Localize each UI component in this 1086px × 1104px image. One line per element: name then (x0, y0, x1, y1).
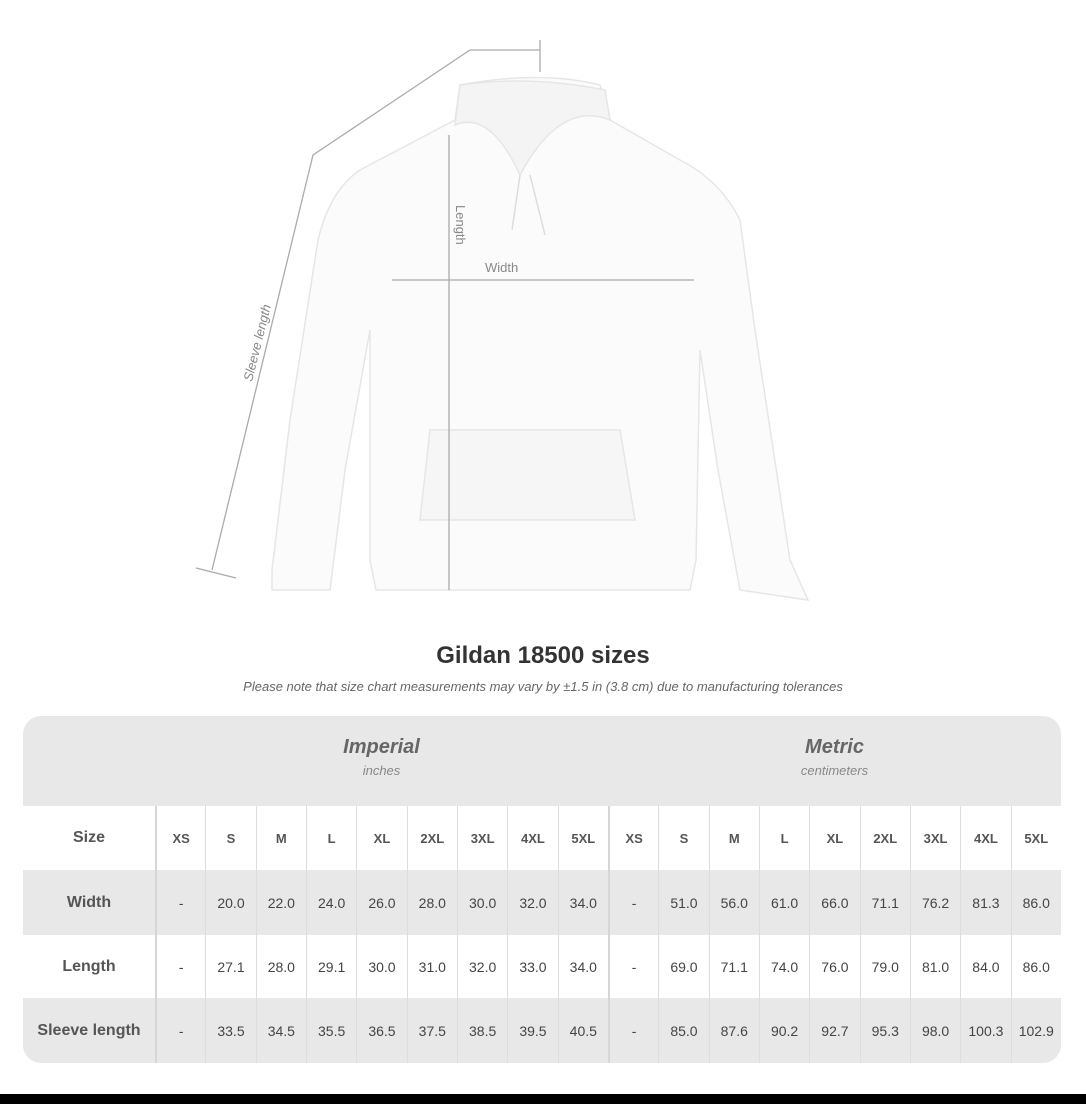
size-label: Size (72, 829, 105, 846)
width-label: Width (485, 260, 518, 275)
measurement-lines (195, 40, 694, 590)
size-header-cell: 2XL (859, 806, 910, 870)
table-cell: - (607, 998, 658, 1063)
table-cell: - (607, 935, 658, 998)
table-row: Width -20.0 22.0 24.0 26.0 28.0 30.0 32.0 34.0-5… (23, 870, 1061, 935)
table-cell: 28.0 (406, 870, 457, 935)
table-cell: 22.0 (255, 870, 306, 935)
bottom-bar (0, 1094, 1086, 1104)
tolerance-note: Please note that size chart measurements… (243, 679, 843, 694)
table-cell: 32.0 (507, 870, 557, 935)
size-header-cell: XS (607, 806, 658, 870)
table-cell: 29.1 (305, 935, 356, 998)
table-cell: 76.2 (909, 870, 960, 935)
table-cell: 28.0 (255, 935, 306, 998)
table-cell: - (607, 870, 658, 935)
table-cell: 81.3 (960, 870, 1010, 935)
table-cell: 98.0 (909, 998, 960, 1063)
size-header-cell: 3XL (909, 806, 960, 870)
table-cell: 34.0 (557, 935, 608, 998)
table-cell: 81.0 (909, 935, 960, 998)
table-cell: 34.5 (255, 998, 306, 1063)
table-cell: 66.0 (809, 870, 859, 935)
size-header-cell: 2XL (406, 806, 457, 870)
table-cell: 100.3 (960, 998, 1010, 1063)
size-header-cell: M (708, 806, 759, 870)
metric-title: Metric (805, 736, 864, 758)
imperial-header: Imperial inches (155, 716, 608, 806)
size-header-cell: 3XL (456, 806, 507, 870)
table-cell: 35.5 (305, 998, 356, 1063)
table-row: Sleeve length -33.5 34.5 35.5 36.5 37.5 38.5 39… (23, 998, 1061, 1063)
table-cell: - (155, 870, 205, 935)
table-cell: 86.0 (1010, 870, 1061, 935)
table-cell: 56.0 (708, 870, 759, 935)
table-cell: - (155, 935, 205, 998)
hoodie-diagram: Sleeve length Length Width (195, 40, 810, 601)
size-header-cell: 4XL (507, 806, 557, 870)
table-cell: 34.0 (557, 870, 608, 935)
table-cell: 20.0 (205, 870, 255, 935)
table-cell: 95.3 (859, 998, 910, 1063)
size-header-cell: XL (809, 806, 859, 870)
size-header-cell: 5XL (1010, 806, 1061, 870)
table-cell: 31.0 (406, 935, 457, 998)
table-cell: 40.5 (557, 998, 608, 1063)
row-label: Length (62, 957, 116, 975)
table-cell: 71.1 (708, 935, 759, 998)
row-label: Width (66, 893, 112, 911)
size-header-cell: S (658, 806, 708, 870)
table-cell: 79.0 (859, 935, 910, 998)
table-cell: - (155, 998, 205, 1063)
table-cell: 92.7 (809, 998, 859, 1063)
table-cell: 26.0 (356, 870, 406, 935)
table-cell: 90.2 (758, 998, 809, 1063)
table-cell: 33.0 (507, 935, 557, 998)
table-cell: 37.5 (406, 998, 457, 1063)
table-cell: 51.0 (658, 870, 708, 935)
table-cell: 33.5 (205, 998, 255, 1063)
size-header-cell: 4XL (960, 806, 1010, 870)
metric-header: Metric centimeters (608, 716, 1061, 806)
table-cell: 38.5 (456, 998, 507, 1063)
table-cell: 30.0 (356, 935, 406, 998)
imperial-unit: inches (362, 763, 401, 778)
table-cell: 74.0 (758, 935, 809, 998)
row-label: Sleeve length (37, 1021, 141, 1039)
hoodie-image (271, 76, 810, 601)
table-cell: 87.6 (708, 998, 759, 1063)
size-table: Imperial inches Metric centimeters Size … (23, 716, 1061, 1063)
size-header-cell: 5XL (557, 806, 608, 870)
table-cell: 86.0 (1010, 935, 1061, 998)
table-cell: 71.1 (859, 870, 910, 935)
table-cell: 85.0 (658, 998, 708, 1063)
table-cell: 36.5 (356, 998, 406, 1063)
table-cell: 76.0 (809, 935, 859, 998)
length-label: Length (453, 205, 468, 245)
table-cell: 102.9 (1010, 998, 1061, 1063)
size-header-cell: S (205, 806, 255, 870)
table-cell: 30.0 (456, 870, 507, 935)
table-cell: 32.0 (456, 935, 507, 998)
page-title: Gildan 18500 sizes (436, 642, 650, 669)
table-cell: 69.0 (658, 935, 708, 998)
table-cell: 27.1 (205, 935, 255, 998)
size-header-cell: L (305, 806, 356, 870)
size-header-row: Size XS S M L XL 2XL 3XL 4XL 5XL XS S M L XL 2XL 3XL 4XL… (23, 806, 1061, 870)
table-cell: 84.0 (960, 935, 1010, 998)
table-row: Length -27.1 28.0 29.1 30.0 31.0 32.0 33.0 34.0-… (23, 935, 1061, 998)
size-header-cell: XS (155, 806, 205, 870)
imperial-title: Imperial (343, 736, 420, 758)
sleeve-length-label: Sleeve length (240, 303, 274, 383)
size-header-cell: XL (356, 806, 406, 870)
size-header-cell: M (255, 806, 306, 870)
table-cell: 61.0 (758, 870, 809, 935)
table-cell: 39.5 (507, 998, 557, 1063)
table-cell: 24.0 (305, 870, 356, 935)
metric-unit: centimeters (800, 763, 869, 778)
size-header-cell: L (758, 806, 809, 870)
